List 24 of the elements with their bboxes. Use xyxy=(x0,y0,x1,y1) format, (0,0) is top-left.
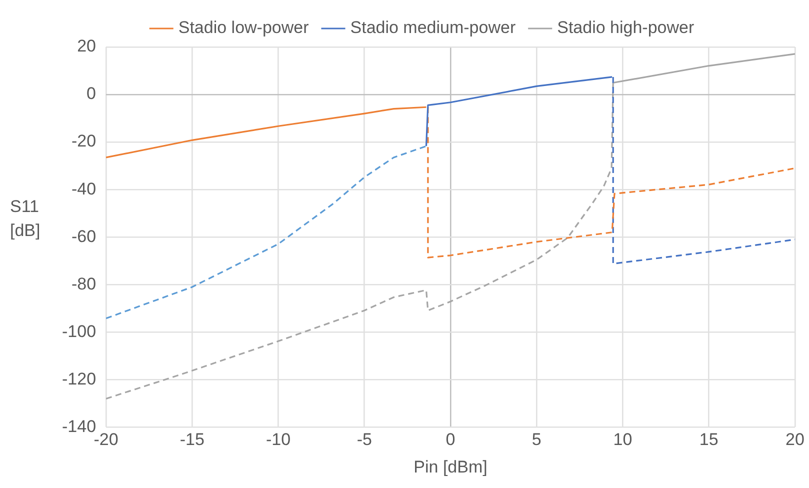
y-tick-label: -80 xyxy=(71,274,96,294)
y-tick-label: -120 xyxy=(62,369,96,388)
line-series xyxy=(106,145,428,320)
y-tick-label: 0 xyxy=(86,84,96,104)
x-tick-label: -15 xyxy=(180,430,204,450)
x-tick-label: 20 xyxy=(786,430,804,450)
legend-label: Stadio medium-power xyxy=(350,18,516,38)
y-tick-label: -20 xyxy=(71,132,96,151)
legend-label: Stadio high-power xyxy=(557,18,694,38)
y-tick-label: -140 xyxy=(62,416,96,436)
x-tick-label: 0 xyxy=(446,430,456,450)
x-axis-title: Pin [dBm] xyxy=(414,457,488,476)
y-tick-label: -40 xyxy=(71,179,96,198)
y-axis-title: S11 [dB] xyxy=(10,196,42,242)
x-tick-label: 15 xyxy=(699,430,718,450)
x-tick-label: -10 xyxy=(266,430,291,450)
x-tick-label: 10 xyxy=(613,430,632,450)
legend-label: Stadio low-power xyxy=(178,18,310,38)
x-tick-label: -5 xyxy=(356,430,372,450)
x-tick-label: -20 xyxy=(94,430,118,450)
y-tick-label: -100 xyxy=(62,322,96,341)
y-tick-label: 20 xyxy=(77,36,96,56)
x-tick-label: 5 xyxy=(532,430,542,450)
y-tick-label: -60 xyxy=(71,226,96,246)
